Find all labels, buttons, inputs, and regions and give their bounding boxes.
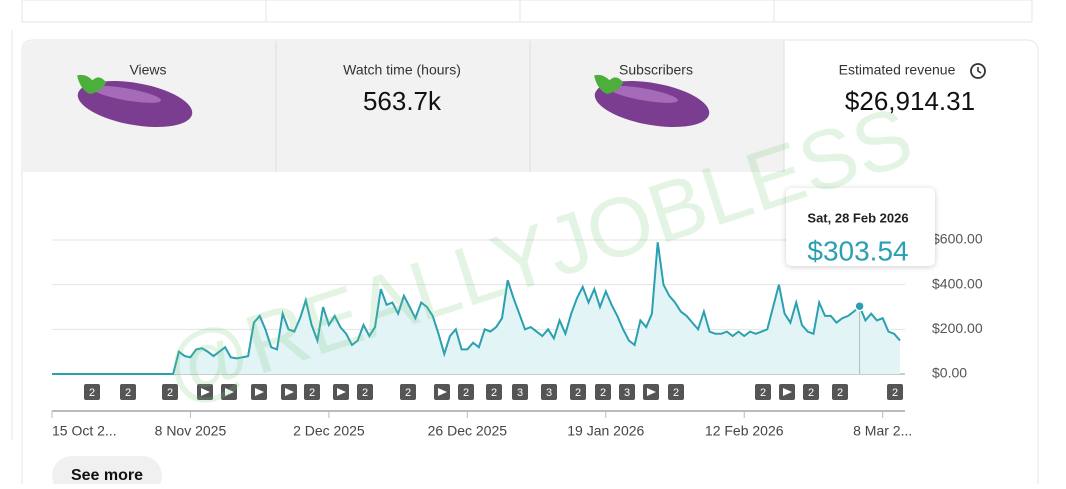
marker-box [619, 384, 635, 400]
marker-box [486, 384, 502, 400]
marker-label: 2 [125, 387, 131, 399]
marker-box [357, 384, 373, 400]
marker-label: 2 [600, 387, 606, 399]
y-tick-label: $200.00 [932, 320, 983, 336]
marker-label: 2 [405, 387, 411, 399]
card-title: Views [129, 62, 166, 78]
marker-label: 2 [362, 387, 368, 399]
marker-label: 2 [760, 387, 766, 399]
eggplant-icon [594, 74, 710, 128]
marker-box [887, 384, 903, 400]
marker-label: 2 [808, 387, 814, 399]
x-tick-label: 12 Feb 2026 [705, 423, 784, 439]
tooltip [786, 188, 935, 266]
card-value: $26,914.31 [845, 86, 975, 116]
marker-box [512, 384, 528, 400]
clock-icon [970, 63, 986, 79]
plot: $0.00 $200.00 $400.00 $600.00 15 Oct 2... 8 N… [51, 188, 983, 439]
x-tick-label: 19 Jan 2026 [567, 423, 644, 439]
marker-box [668, 384, 684, 400]
play-icon [255, 388, 264, 396]
marker-box [570, 384, 586, 400]
play-icon [783, 388, 792, 396]
marker-box [541, 384, 557, 400]
play-icon [647, 388, 656, 396]
marker-label: 2 [491, 387, 497, 399]
marker-box [162, 384, 178, 400]
marker-label: 2 [575, 387, 581, 399]
x-tick-label: 2 Dec 2025 [293, 423, 365, 439]
marker-label: 2 [309, 387, 315, 399]
marker-label: 3 [517, 387, 523, 399]
x-tick-label: 8 Nov 2025 [155, 423, 227, 439]
y-tick-label: $400.00 [932, 275, 983, 291]
marker-label: 2 [892, 387, 898, 399]
marker-box [400, 384, 416, 400]
marker-box [120, 384, 136, 400]
see-more-button[interactable] [52, 456, 162, 489]
marker-label: 2 [837, 387, 843, 399]
marker-label: 2 [89, 387, 95, 399]
marker-box [84, 384, 100, 400]
marker-box [803, 384, 819, 400]
x-tick-label: 26 Dec 2025 [428, 423, 508, 439]
marker-label: 2 [673, 387, 679, 399]
area [52, 242, 900, 374]
y-tick-label: $600.00 [932, 231, 983, 247]
marker-box [458, 384, 474, 400]
marker-box [595, 384, 611, 400]
play-icon [337, 388, 346, 396]
marker-box [304, 384, 320, 400]
card-title: Subscribers [619, 62, 693, 78]
marker-box [832, 384, 848, 400]
marker-label: 3 [546, 387, 552, 399]
hover-point [854, 300, 865, 312]
y-tick-label: $0.00 [932, 365, 967, 381]
button-label[interactable]: See more [71, 467, 143, 484]
card-value: 563.7k [363, 86, 442, 116]
tooltip-value: $303.54 [807, 235, 908, 266]
card-title: Watch time (hours) [343, 62, 461, 78]
line [52, 242, 901, 375]
play-icon [201, 388, 210, 396]
play-icon [438, 388, 447, 396]
tooltip-title: Sat, 28 Feb 2026 [807, 210, 908, 225]
marker-label: 3 [624, 387, 630, 399]
marker-box [755, 384, 771, 400]
card-title: Estimated revenue [839, 62, 956, 78]
eggplant-icon [77, 74, 193, 128]
marker-label: 2 [167, 387, 173, 399]
x-tick-label: 15 Oct 2... [52, 423, 117, 439]
marker-label: 2 [463, 387, 469, 399]
x-tick-label: 8 Mar 2... [853, 423, 912, 439]
play-icon [225, 388, 234, 396]
play-icon [285, 388, 294, 396]
